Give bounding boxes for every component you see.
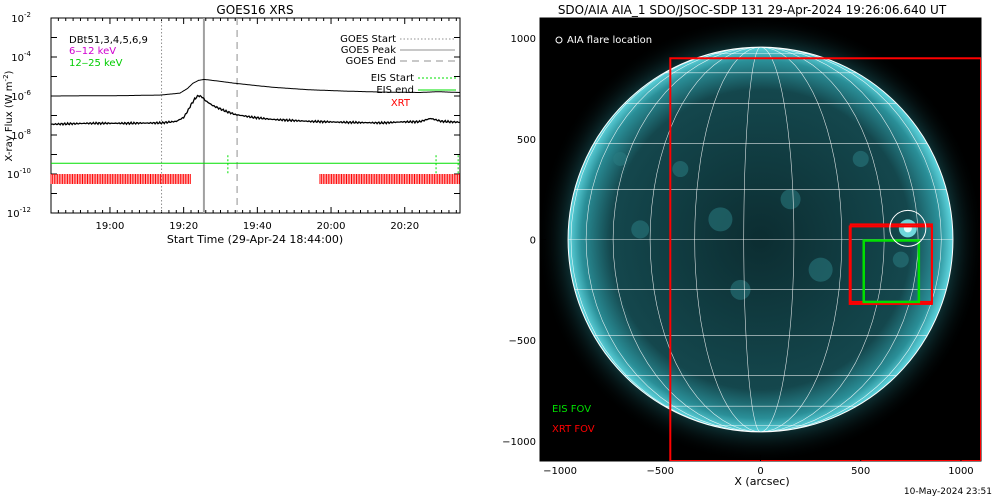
goes-series-low-channel: [51, 78, 460, 97]
aia-y-tick-label: −500: [509, 336, 536, 347]
goes-x-tick-label: 19:00: [96, 221, 125, 232]
goes-y-tick-label: 10-8: [11, 128, 31, 142]
aia-x-tick-label: −1000: [543, 466, 577, 477]
goes-series-high-channel: [50, 94, 461, 127]
solar-limb: [567, 46, 954, 433]
goes-y-axis-label: X-ray Flux (W m-2): [2, 70, 15, 161]
goes-panel: GOES16 XRS 19:00 19:20 19:40 20:00 20:20 10-…: [2, 3, 461, 246]
goes-x-axis-label: Start Time (29-Apr-24 18:44:00): [167, 233, 343, 246]
aia-panel: SDO/AIA AIA_1 SDO/JSOC-SDP 131 29-Apr-20…: [502, 3, 982, 488]
aia-x-tick-label: 0: [757, 466, 763, 477]
goes-x-tick-label: 19:20: [169, 221, 198, 232]
legend-xrt: XRT: [391, 98, 411, 109]
footer-timestamp: 10-May-2024 23:51: [904, 487, 992, 497]
goes-y-tick-label: 10-2: [11, 11, 31, 25]
active-region: [808, 257, 833, 282]
goes-y-tick-label: 10-10: [7, 167, 31, 181]
legend-eis-start: EIS Start: [371, 73, 414, 84]
goes-x-tick-label: 20:00: [317, 221, 346, 232]
aia-x-tick-label: −500: [647, 466, 674, 477]
goes-x-tick-label: 20:20: [390, 221, 419, 232]
aia-x-tick-label: 1000: [948, 466, 973, 477]
goes-right-legend: GOES Start GOES Peak GOES End EIS Start …: [340, 34, 456, 109]
legend-goes-start: GOES Start: [340, 34, 396, 45]
active-region: [672, 161, 689, 178]
legend-high-channel: 12‒25 keV: [69, 58, 123, 69]
legend-goes-peak: GOES Peak: [341, 45, 396, 56]
aia-y-tick-label: −1000: [502, 437, 536, 448]
flare-legend-marker: [555, 36, 563, 44]
active-region: [892, 251, 909, 268]
active-region: [631, 220, 650, 239]
active-region: [780, 189, 801, 210]
legend-low-channel: 6‒12 keV: [69, 46, 116, 57]
legend-goes-end: GOES End: [346, 56, 396, 67]
flare-location-circle: [889, 209, 927, 247]
legend-eis-end: EIS end: [376, 85, 414, 96]
eis-fov: [862, 239, 921, 304]
active-region: [852, 150, 869, 167]
goes-y-tick-label: 10-6: [11, 89, 31, 103]
active-region: [708, 207, 733, 232]
goes-y-tick-label: 10-4: [11, 50, 31, 64]
active-region: [613, 151, 628, 166]
aia-y-tick-label: 500: [517, 135, 536, 146]
goes-x-tick-label: 19:40: [243, 221, 272, 232]
flare-legend-label: AIA flare location: [567, 35, 652, 46]
aia-y-tick-label: 0: [530, 236, 536, 247]
goes-chart-title: GOES16 XRS: [216, 3, 293, 17]
active-region: [730, 279, 751, 300]
aia-x-axis-label: X (arcsec): [734, 475, 789, 488]
eis-fov-legend: EIS FOV: [552, 404, 591, 415]
aia-image-title: SDO/AIA AIA_1 SDO/JSOC-SDP 131 29-Apr-20…: [558, 3, 947, 17]
legend-detectors: DBt51,3,4,5,6,9: [69, 35, 148, 46]
aia-x-tick-label: 500: [851, 466, 870, 477]
aia-y-tick-label: 1000: [511, 34, 536, 45]
xrt-fov-large: [669, 57, 981, 461]
xrt-fov-legend: XRT FOV: [552, 424, 595, 435]
goes-y-tick-label: 10-12: [7, 206, 31, 220]
